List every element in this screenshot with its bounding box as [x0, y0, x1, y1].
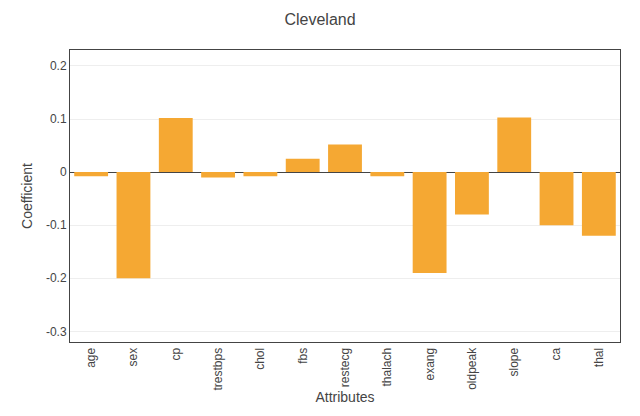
svg-text:age: age: [84, 347, 98, 367]
svg-text:chol: chol: [253, 348, 267, 370]
svg-text:Coefficient: Coefficient: [19, 163, 35, 229]
svg-text:oldpeak: oldpeak: [465, 347, 479, 390]
svg-text:exang: exang: [423, 348, 437, 381]
svg-text:slope: slope: [507, 347, 521, 376]
svg-text:thalach: thalach: [380, 348, 394, 387]
svg-text:-0.2: -0.2: [46, 271, 67, 285]
svg-text:-0.1: -0.1: [46, 218, 67, 232]
svg-text:Cleveland: Cleveland: [284, 11, 355, 28]
svg-text:ca: ca: [549, 347, 563, 360]
svg-text:0: 0: [60, 165, 67, 179]
svg-text:sex: sex: [126, 348, 140, 367]
svg-text:restecg: restecg: [338, 348, 352, 387]
svg-text:0.2: 0.2: [50, 59, 67, 73]
svg-text:0.1: 0.1: [50, 112, 67, 126]
svg-text:cp: cp: [169, 347, 183, 360]
svg-text:fbs: fbs: [296, 348, 310, 364]
svg-text:thal: thal: [592, 348, 606, 367]
svg-text:-0.3: -0.3: [46, 325, 67, 339]
svg-text:Attributes: Attributes: [315, 389, 374, 405]
svg-text:trestbps: trestbps: [211, 348, 225, 391]
